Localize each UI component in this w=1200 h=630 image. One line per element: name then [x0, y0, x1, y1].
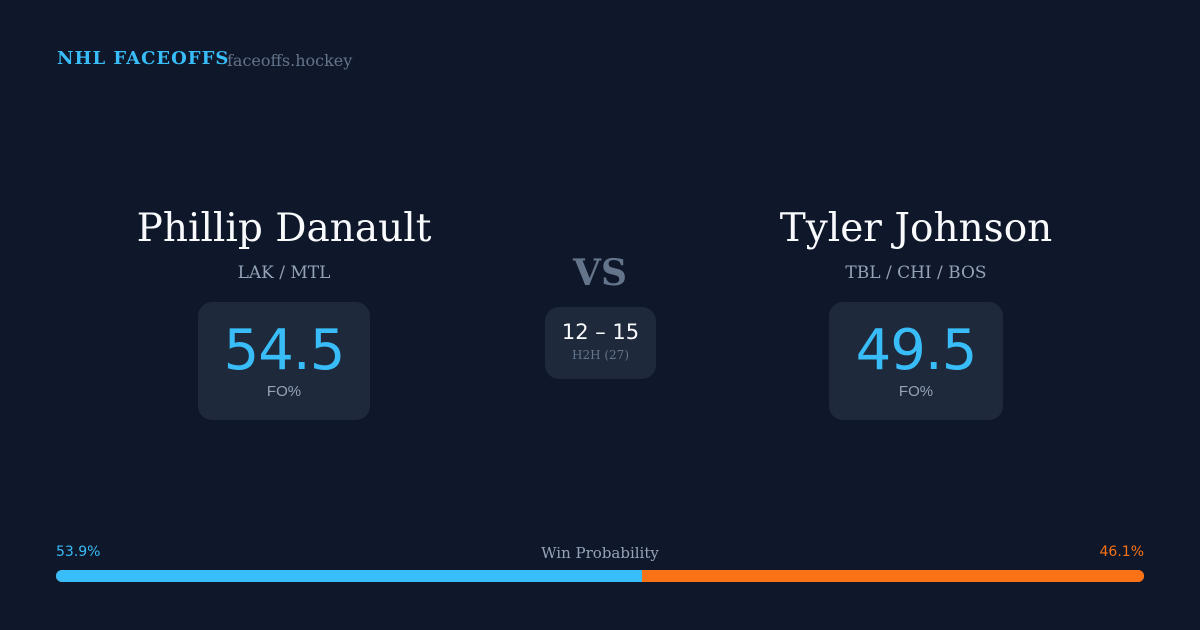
right-fo-label: FO% [898, 383, 934, 400]
left-player-name: Phillip Danault [136, 206, 432, 251]
right-player-teams: TBL / CHI / BOS [845, 263, 987, 283]
win-probability-bar [56, 570, 1144, 582]
win-probability-title: Win Probability [541, 544, 659, 562]
vs-label: VS [573, 252, 627, 294]
brand-title: NHL FACEOFFS [57, 48, 230, 69]
left-player-teams: LAK / MTL [237, 263, 331, 283]
right-player-name: Tyler Johnson [779, 206, 1053, 251]
left-fo-card: 54.5 FO% [198, 302, 370, 420]
right-fo-card: 49.5 FO% [829, 302, 1003, 420]
right-probability-fill [642, 570, 1144, 582]
left-probability-fill [56, 570, 643, 582]
site-domain: faceoffs.hockey [227, 51, 353, 70]
right-win-probability: 46.1% [1099, 544, 1144, 560]
right-fo-value: 49.5 [855, 318, 978, 383]
left-fo-value: 54.5 [223, 318, 346, 383]
left-win-probability: 53.9% [56, 544, 101, 560]
h2h-score: 12 – 15 [561, 320, 640, 344]
left-fo-label: FO% [266, 383, 302, 400]
h2h-card: 12 – 15 H2H (27) [545, 307, 656, 379]
h2h-label: H2H (27) [571, 348, 629, 362]
